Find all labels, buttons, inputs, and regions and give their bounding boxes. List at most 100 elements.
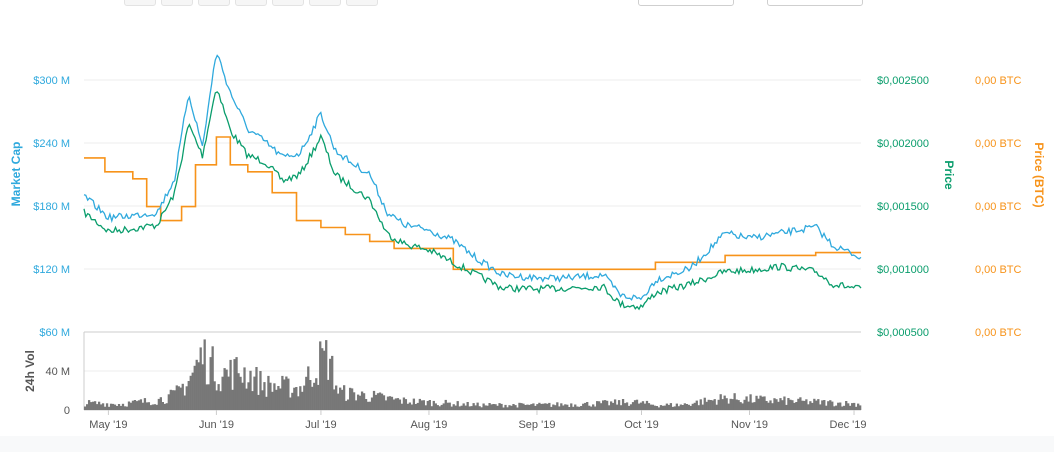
volume-bar	[323, 350, 326, 410]
volume-bar	[163, 403, 166, 410]
volume-bar	[817, 399, 820, 410]
date-to-input[interactable]	[767, 0, 863, 6]
volume-bar	[741, 403, 744, 410]
volume-bar	[432, 400, 435, 410]
volume-bar	[241, 382, 244, 410]
volume-bar	[500, 403, 503, 410]
market-cap-axis-title: Market Cap	[9, 142, 23, 207]
volume-bar	[283, 379, 286, 410]
volume-bar	[295, 387, 298, 410]
volume-bar	[111, 403, 115, 410]
volume-bar	[743, 399, 746, 410]
volume-bar	[663, 405, 667, 410]
volume-bar	[520, 403, 523, 410]
x-tick-label: Nov '19	[731, 419, 768, 431]
price-btc-tick: 0,00 BTC	[975, 138, 1022, 150]
volume-bar	[382, 395, 386, 410]
volume-bar	[343, 385, 346, 410]
volume-bar	[859, 405, 862, 410]
volume-bar	[839, 402, 842, 410]
volume-bar	[801, 400, 804, 410]
volume-bar	[257, 394, 260, 410]
volume-bar	[265, 396, 268, 410]
volume-bar	[153, 404, 157, 410]
volume-bar	[319, 341, 322, 410]
volume-bar	[374, 394, 378, 410]
volume-bar	[719, 394, 722, 410]
range-button-4[interactable]	[235, 0, 267, 6]
volume-bar	[227, 376, 230, 410]
volume-bar	[213, 381, 216, 410]
volume-bar	[831, 401, 834, 410]
volume-bar	[809, 401, 812, 410]
volume-bar	[739, 402, 742, 410]
volume-bar	[464, 405, 467, 410]
market-cap-tick: $180 M	[33, 201, 70, 213]
volume-bar	[793, 402, 796, 410]
volume-bar	[596, 401, 599, 410]
volume-bar	[366, 401, 370, 410]
volume-bar	[143, 398, 147, 410]
volume-bar	[530, 404, 533, 410]
volume-bar	[221, 376, 224, 410]
range-button-7[interactable]	[346, 0, 378, 6]
price-btc-axis-title: Price (BTC)	[1032, 142, 1046, 207]
volume-bar	[725, 398, 728, 410]
volume-bar	[113, 404, 117, 410]
volume-bar	[233, 359, 236, 410]
range-button-6[interactable]	[309, 0, 341, 6]
volume-bar	[269, 382, 272, 410]
volume-bar	[607, 405, 611, 410]
volume-axis-title: 24h Vol	[23, 350, 37, 392]
volume-bar	[167, 394, 170, 410]
volume-bar	[442, 403, 445, 410]
volume-bar	[623, 403, 627, 410]
volume-bar	[309, 380, 312, 410]
volume-bar	[97, 401, 101, 410]
range-button-3[interactable]	[198, 0, 230, 6]
volume-bar	[558, 406, 561, 410]
volume-bar	[819, 404, 822, 410]
volume-bar	[855, 406, 858, 410]
volume-bar	[430, 406, 433, 410]
volume-bar	[707, 399, 710, 410]
date-from-input[interactable]	[638, 0, 734, 6]
volume-bar	[408, 402, 412, 410]
volume-bar	[717, 399, 720, 410]
volume-bar	[550, 406, 553, 410]
range-button-5[interactable]	[272, 0, 304, 6]
volume-bar	[115, 406, 119, 410]
volume-bar	[358, 395, 362, 410]
volume-bar	[446, 402, 449, 410]
volume-tick: 0	[64, 405, 70, 417]
volume-bar	[380, 393, 384, 410]
volume-bar	[745, 396, 748, 410]
volume-bar	[572, 406, 575, 410]
volume-bar	[207, 384, 210, 410]
volume-bar	[611, 402, 615, 410]
volume-bar	[434, 403, 437, 410]
volume-bar	[331, 355, 334, 410]
range-button-2[interactable]	[161, 0, 193, 6]
volume-bar	[255, 367, 258, 410]
range-button-1[interactable]	[124, 0, 156, 6]
volume-bar	[522, 403, 525, 410]
volume-bar	[339, 387, 342, 410]
x-tick-label: Jul '19	[305, 419, 336, 431]
volume-bar	[492, 404, 495, 410]
volume-bar	[217, 384, 220, 410]
volume-bar	[285, 376, 288, 410]
volume-bar	[350, 388, 354, 410]
volume-bar	[95, 404, 99, 410]
volume-bar	[185, 386, 188, 410]
volume-bar	[803, 400, 806, 410]
volume-panel	[84, 339, 862, 410]
grid-lines	[84, 79, 861, 372]
volume-bar	[275, 389, 278, 410]
volume-bar	[853, 402, 856, 410]
volume-bar	[440, 404, 443, 410]
volume-bar	[603, 400, 607, 410]
volume-bar	[849, 405, 852, 410]
volume-bar	[713, 399, 716, 410]
volume-bar	[370, 397, 374, 410]
